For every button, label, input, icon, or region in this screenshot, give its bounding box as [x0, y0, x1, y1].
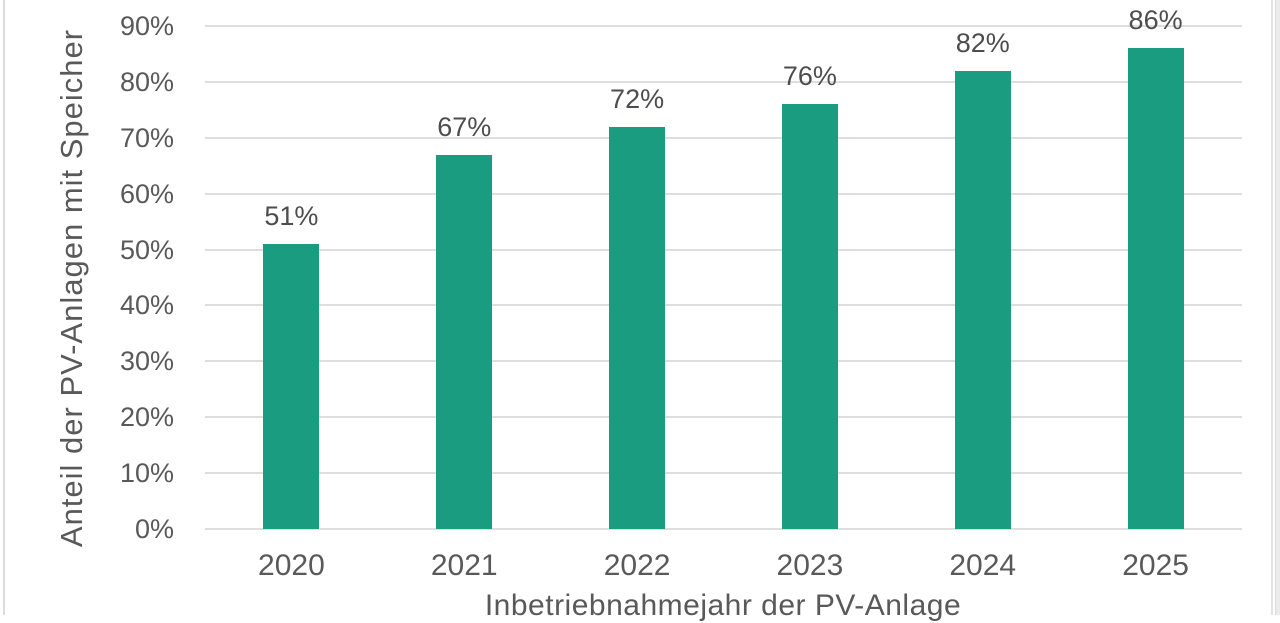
y-tick-label: 70%: [119, 122, 174, 153]
y-tick-label: 80%: [119, 66, 174, 97]
y-axis-title: Anteil der PV-Anlagen mit Speicher: [54, 28, 89, 548]
y-tick-label: 60%: [119, 178, 174, 209]
x-tick-label: 2024: [949, 549, 1017, 582]
gridline-90%: [205, 24, 1242, 27]
gridline-80%: [205, 80, 1242, 83]
gridline-50%: [205, 248, 1242, 251]
bar-data-label: 82%: [955, 27, 1010, 58]
gridline-0%: [205, 528, 1242, 530]
y-tick-label: 20%: [119, 402, 174, 433]
y-tick-label: 0%: [134, 514, 174, 544]
gridline-10%: [205, 472, 1242, 475]
bar-data-label: 76%: [782, 61, 837, 92]
bar-data-label: 51%: [264, 200, 319, 231]
gridline-60%: [205, 192, 1242, 195]
x-tick-label: 2020: [258, 549, 325, 582]
y-tick-label: 30%: [119, 346, 174, 377]
y-tick-label: 40%: [119, 290, 174, 321]
x-tick-label: 2022: [603, 549, 671, 582]
gridline-30%: [205, 360, 1242, 363]
y-tick-label: 50%: [119, 234, 174, 265]
bar-2022: [609, 126, 666, 529]
bar-data-label: 72%: [610, 83, 665, 114]
x-tick-label: 2023: [776, 549, 844, 582]
right-frame-strip: [1275, 0, 1280, 615]
gridline-70%: [205, 136, 1242, 139]
left-frame-border: [3, 0, 5, 615]
bar-data-label: 67%: [437, 111, 492, 142]
x-tick-label: 2021: [430, 549, 498, 582]
bar-2023: [781, 104, 838, 529]
bar-2025: [1127, 48, 1184, 529]
x-tick-label: 2025: [1122, 549, 1189, 582]
y-tick-label: 90%: [119, 10, 174, 41]
bar-2021: [436, 154, 493, 529]
gridline-20%: [205, 416, 1242, 419]
bar-2024: [954, 70, 1011, 529]
right-frame-border: [1271, 0, 1273, 615]
gridline-40%: [205, 304, 1242, 307]
x-axis-title: Inbetriebnahmejahr der PV-Anlage: [484, 589, 962, 622]
bar-2020: [263, 243, 320, 529]
bar-data-label: 86%: [1128, 5, 1183, 36]
y-tick-label: 10%: [119, 458, 174, 489]
